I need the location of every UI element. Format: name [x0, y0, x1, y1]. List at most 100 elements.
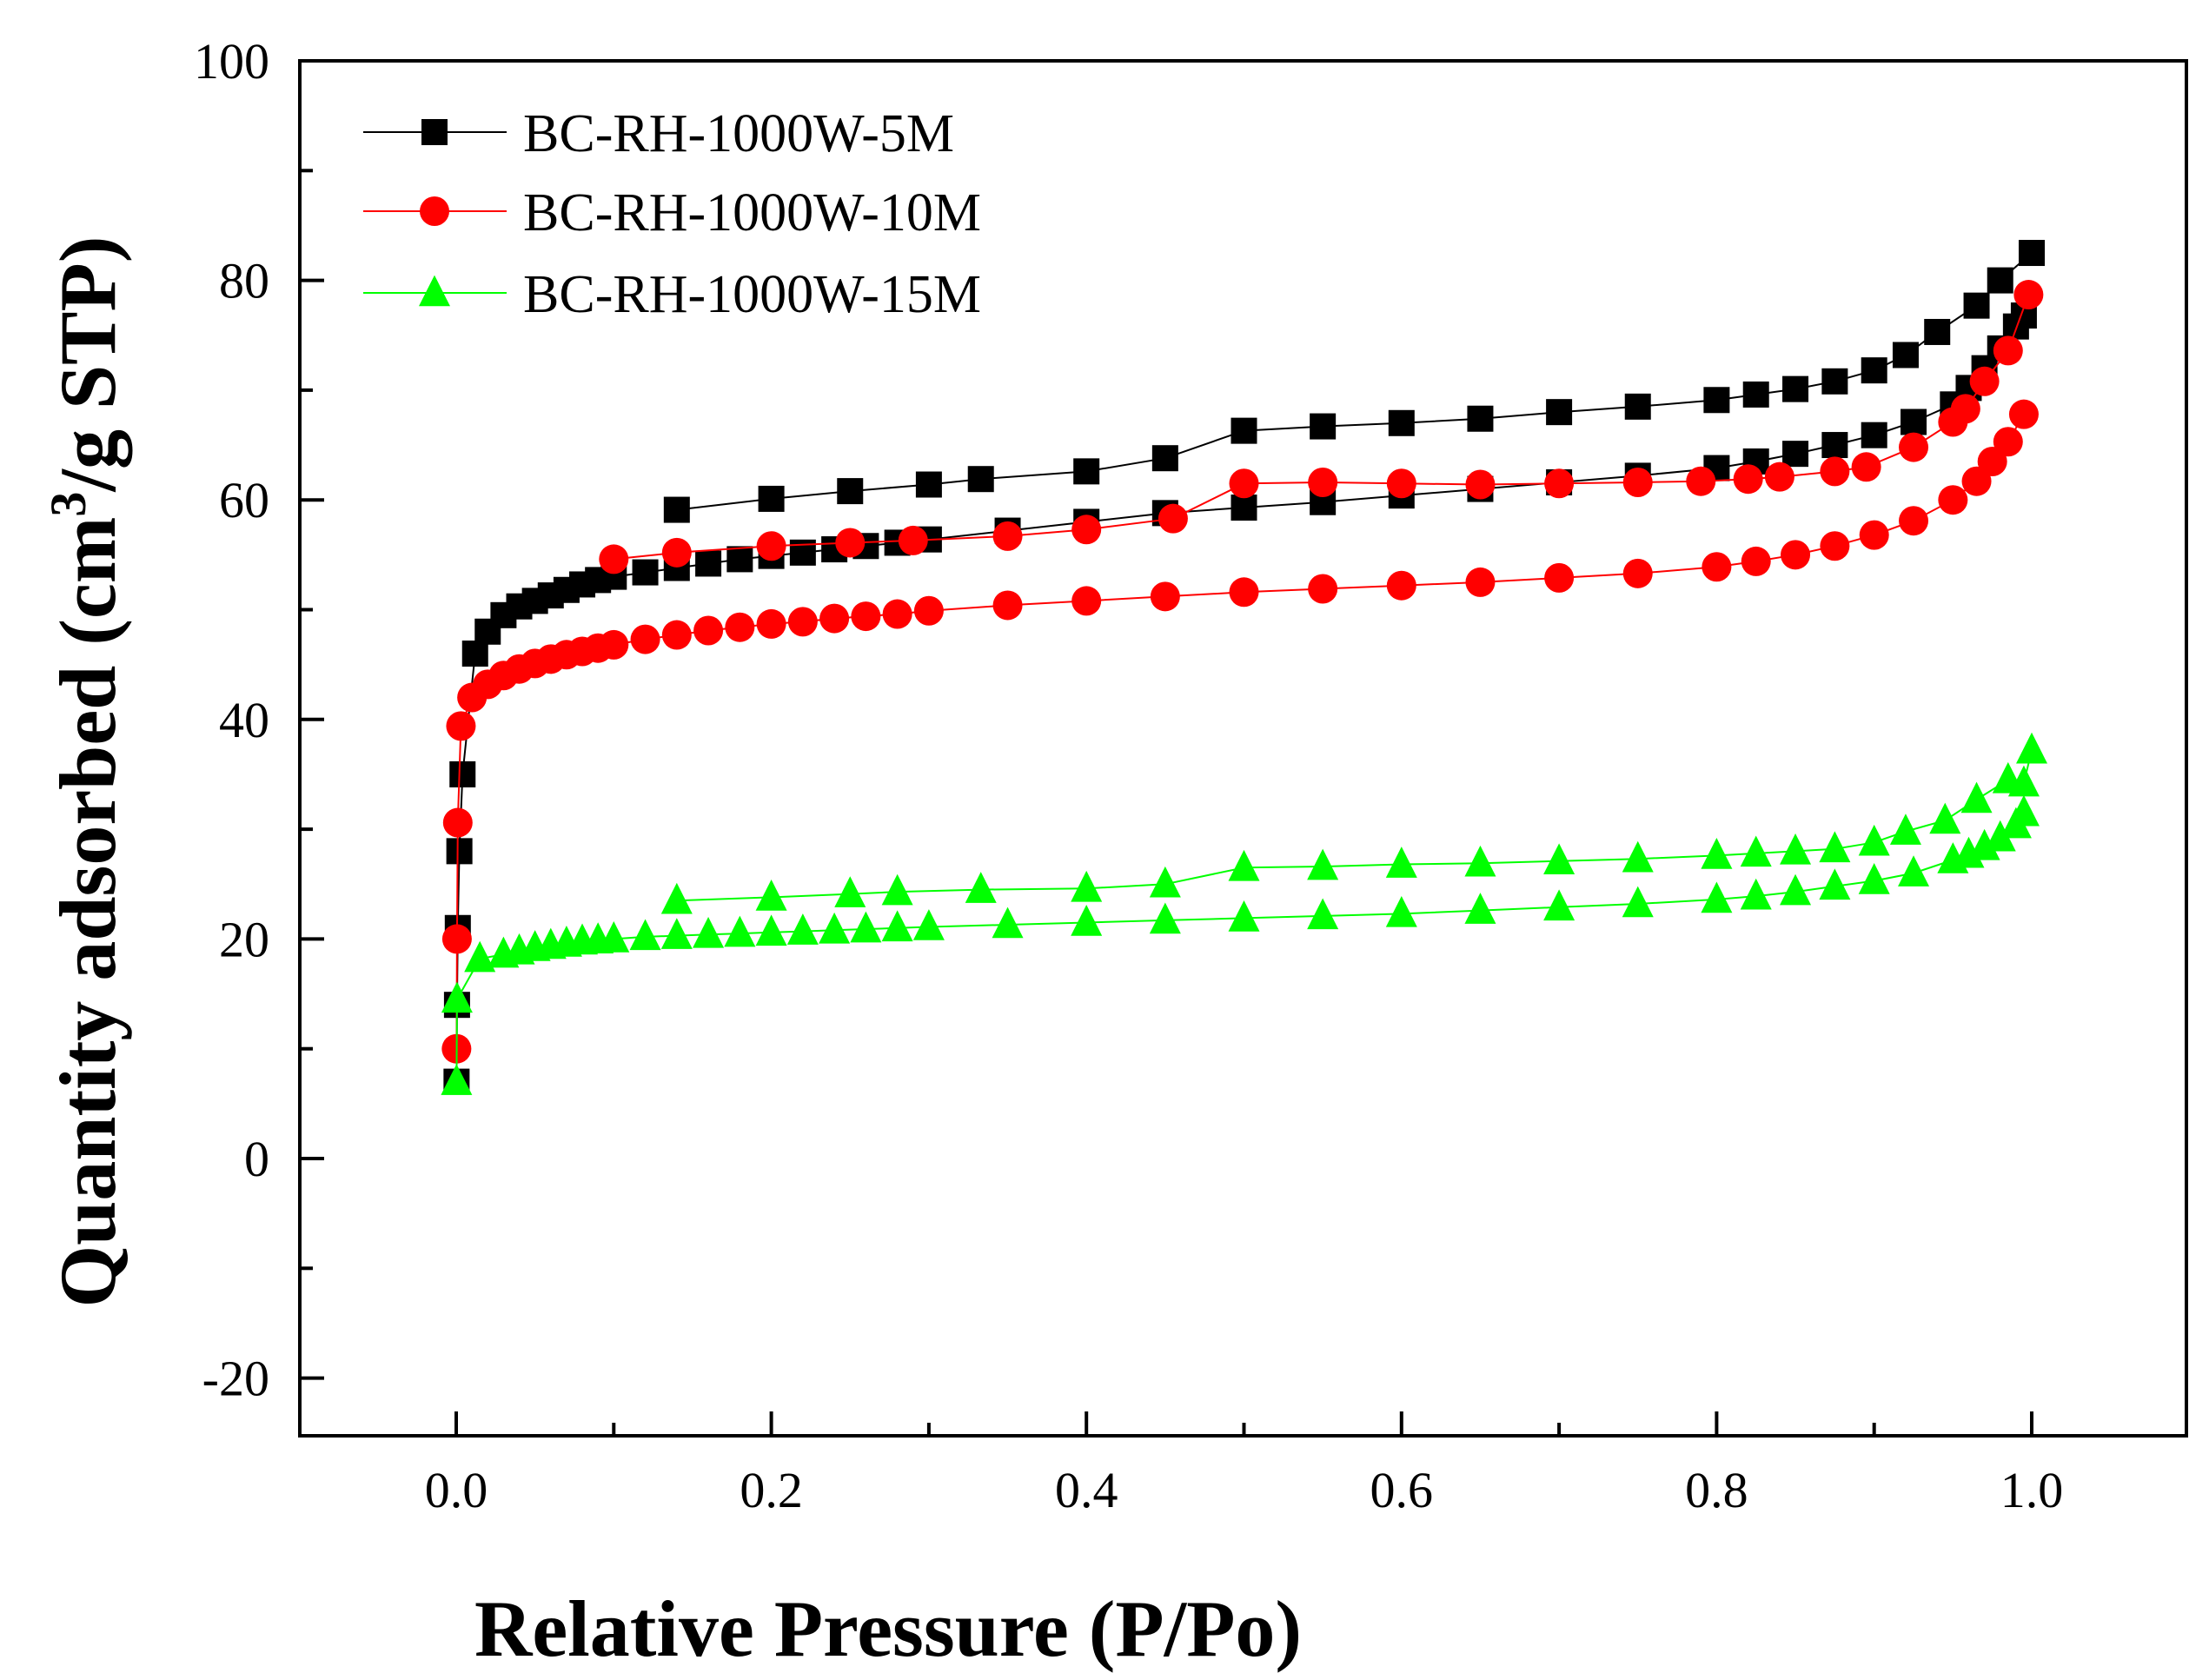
data-point: [1385, 895, 1417, 927]
data-point: [835, 528, 866, 558]
data-point: [1819, 831, 1851, 863]
data-point: [1622, 467, 1653, 497]
data-point: [1821, 432, 1848, 459]
data-point: [1858, 863, 1890, 894]
data-point: [446, 838, 473, 865]
data-point: [756, 608, 786, 639]
data-point: [1819, 868, 1851, 900]
series-5m: [443, 240, 2045, 1095]
y-tick-label: -20: [202, 1351, 269, 1407]
data-point: [1151, 445, 1178, 472]
data-point: [1820, 456, 1850, 487]
data-point: [1149, 902, 1181, 934]
data-point: [1546, 399, 1573, 426]
data-point: [1386, 570, 1416, 601]
data-point: [2013, 280, 2044, 310]
data-point: [461, 641, 488, 667]
data-point: [1740, 878, 1772, 910]
data-point: [755, 880, 787, 911]
data-point: [1938, 485, 1968, 515]
data-point: [1622, 840, 1654, 873]
y-axis-title: Quantity adsorbed (cm3/g STP): [40, 236, 132, 1308]
data-point: [1231, 495, 1257, 521]
data-point: [755, 914, 787, 946]
data-point: [881, 910, 913, 942]
data-point: [1992, 761, 2024, 794]
data-point: [1701, 838, 1733, 869]
data-point: [599, 629, 629, 660]
data-point: [1742, 381, 1769, 408]
data-point: [1977, 446, 2007, 476]
data-point: [851, 601, 881, 632]
legend-marker: [419, 275, 450, 307]
axis-ticks: 0.0 0.2 0.4 0.6 0.8 1.0 -20 0 20 40 60 80 100: [194, 33, 2063, 1518]
data-point: [442, 807, 473, 838]
data-point: [1851, 452, 1881, 482]
legend-label: BC-RH-1000W-10M: [523, 183, 981, 242]
data-point: [1741, 546, 1771, 576]
data-point: [1073, 458, 1100, 485]
data-series: [441, 240, 2047, 1095]
data-point: [1071, 905, 1103, 936]
data-point: [1544, 468, 1575, 499]
x-tick-label: 0.0: [425, 1462, 488, 1518]
data-point: [1228, 849, 1260, 881]
data-point: [758, 485, 785, 512]
data-point: [2007, 794, 2040, 827]
data-point: [837, 478, 864, 505]
data-point: [881, 873, 913, 906]
y-axis-title-superscript: 3: [40, 492, 96, 517]
legend-label: BC-RH-1000W-15M: [523, 265, 981, 324]
data-point: [1859, 520, 1889, 550]
data-point: [965, 872, 997, 903]
data-point: [1889, 813, 1921, 845]
data-point: [1987, 267, 2013, 294]
data-point: [599, 544, 629, 574]
data-point: [992, 906, 1024, 939]
data-point: [1929, 802, 1961, 834]
data-point: [1624, 393, 1651, 420]
data-point: [726, 546, 753, 573]
y-tick-label: 80: [219, 253, 269, 309]
data-point: [1686, 466, 1716, 496]
data-point: [1308, 467, 1338, 497]
data-point: [1984, 820, 2016, 852]
data-point: [1899, 432, 1929, 462]
data-point: [819, 912, 851, 944]
series-10m: [441, 280, 2044, 1064]
data-point: [630, 624, 660, 654]
y-tick-label: 100: [194, 33, 269, 90]
data-point: [663, 496, 690, 523]
data-point: [1820, 531, 1850, 561]
series-15m-desorption-line: [676, 749, 2033, 902]
data-point: [1543, 843, 1575, 875]
data-point: [693, 916, 725, 948]
data-point: [1924, 318, 1951, 345]
y-tick-label: 0: [244, 1131, 269, 1187]
data-point: [898, 525, 928, 555]
data-point: [882, 599, 912, 629]
data-point: [660, 882, 693, 914]
legend-marker: [421, 119, 448, 145]
data-point: [1228, 900, 1260, 932]
data-point: [1467, 405, 1494, 432]
data-point: [1963, 292, 1990, 319]
y-tick-label: 60: [219, 472, 269, 528]
legend-label: BC-RH-1000W-5M: [523, 104, 954, 163]
data-point: [1385, 847, 1417, 878]
data-point: [2019, 240, 2045, 267]
data-point: [598, 921, 630, 953]
data-point: [1781, 540, 1811, 570]
x-tick-label: 0.2: [740, 1462, 803, 1518]
x-tick-label: 0.6: [1370, 1462, 1434, 1518]
data-point: [1861, 422, 1887, 448]
data-point: [1308, 574, 1338, 604]
x-axis-title: Relative Pressure (P/Po): [474, 1584, 1302, 1673]
data-point: [2008, 399, 2039, 429]
data-point: [1071, 870, 1103, 902]
data-point: [1464, 893, 1496, 924]
data-point: [1149, 866, 1181, 898]
data-point: [1938, 407, 1968, 437]
data-point: [819, 603, 850, 634]
